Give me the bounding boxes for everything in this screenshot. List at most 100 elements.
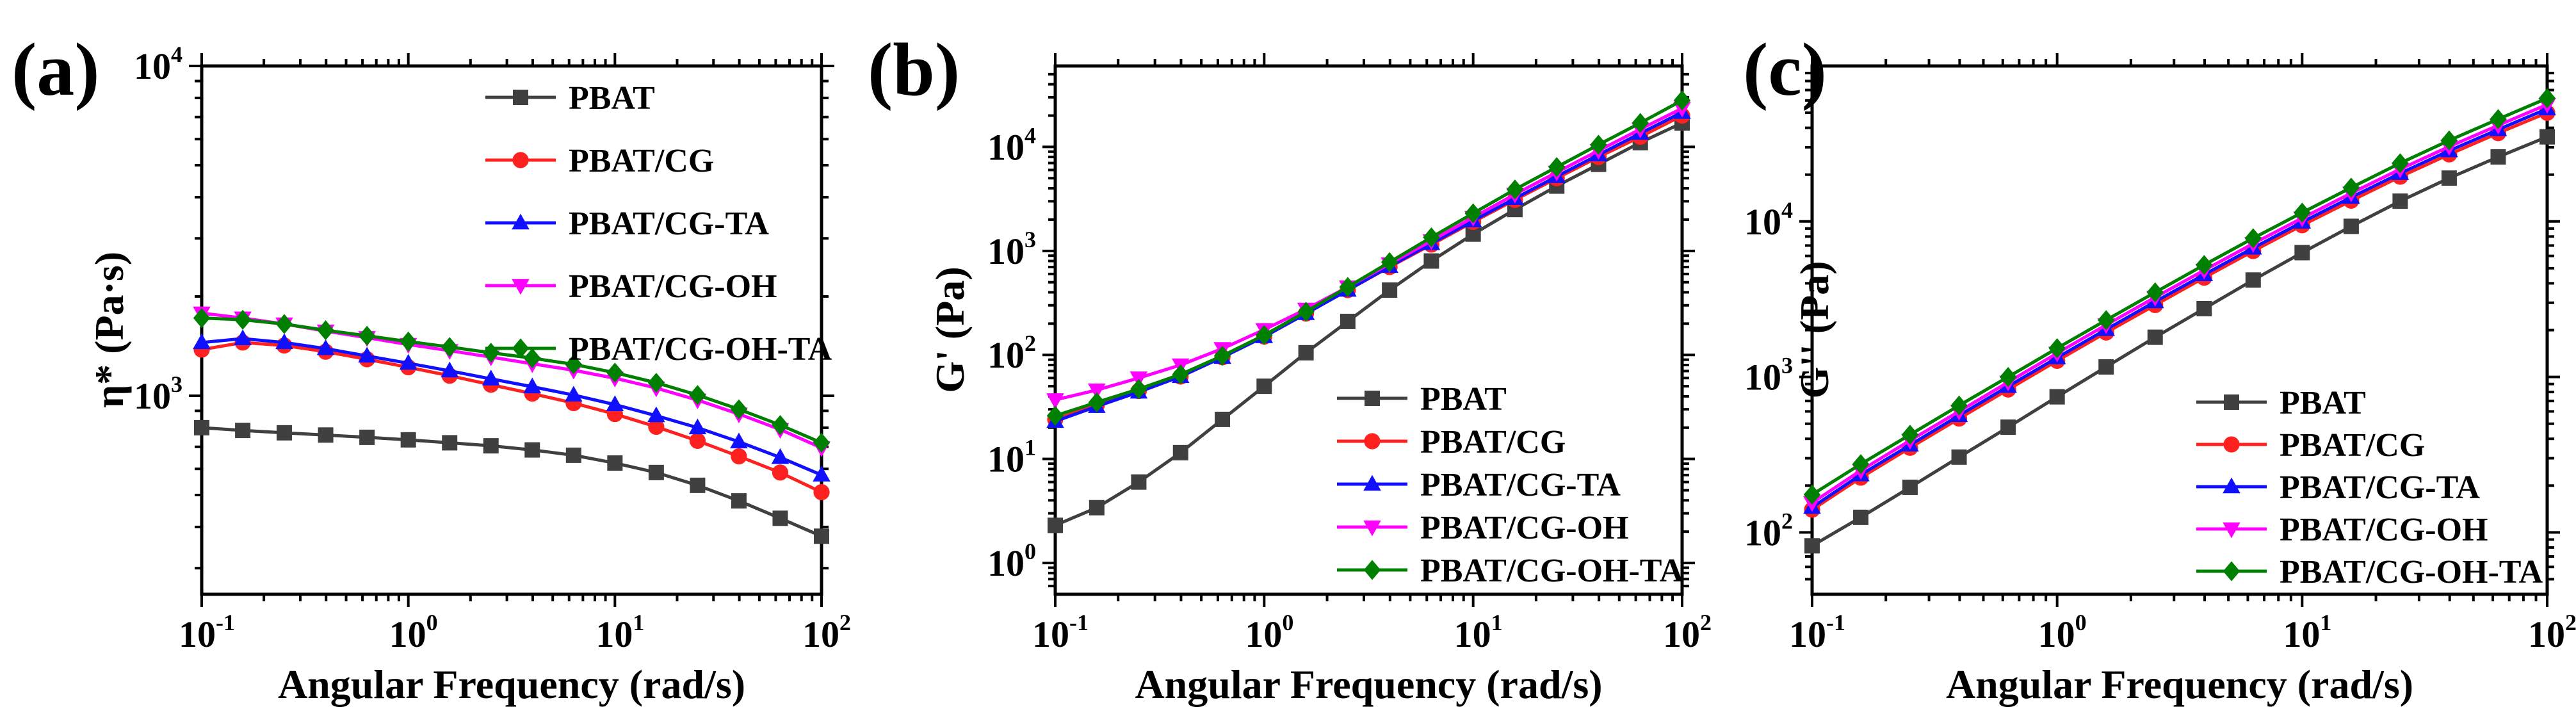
data-point <box>399 353 417 370</box>
legend-marker <box>2223 522 2240 539</box>
data-point <box>1804 538 1820 554</box>
data-point <box>523 377 542 394</box>
series-line <box>1811 102 2548 505</box>
legend-marker <box>512 213 530 230</box>
legend-label: PBAT/CG-OH <box>2280 512 2488 548</box>
data-point <box>1632 113 1649 133</box>
legend-label: PBAT <box>2280 385 2366 421</box>
data-point <box>771 448 790 464</box>
data-point <box>565 354 583 375</box>
legend-label: PBAT <box>569 80 655 117</box>
data-point <box>1213 346 1231 366</box>
series-pbat-cg-oh-ta <box>193 308 830 453</box>
x-tick-label: 101 <box>595 610 644 655</box>
data-point <box>2245 272 2261 288</box>
data-point <box>275 314 293 334</box>
x-tick-label: 100 <box>2038 610 2087 655</box>
data-point <box>275 333 293 350</box>
data-point <box>442 435 458 451</box>
series-line <box>1811 135 2548 548</box>
series-line <box>201 337 822 477</box>
series-pbat <box>1804 129 2555 554</box>
data-point <box>1901 425 1919 445</box>
x-tick-label: 100 <box>389 610 438 655</box>
x-axis-title: Angular Frequency (rad/s) <box>1946 662 2413 707</box>
legend-marker <box>1365 391 1380 406</box>
data-point <box>1172 364 1189 385</box>
data-point <box>690 477 706 493</box>
series-line <box>201 426 822 538</box>
chart-panel-a: (a) 10-1 100 101 102 103 104 Angular Frequency … <box>12 28 851 707</box>
data-point <box>2000 419 2016 435</box>
data-point <box>1215 411 1231 427</box>
x-axis-title: Angular Frequency (rad/s) <box>278 662 745 707</box>
data-point <box>1088 392 1106 412</box>
data-point <box>2343 218 2359 234</box>
data-point <box>2244 228 2262 248</box>
data-point <box>2490 109 2507 129</box>
data-point <box>565 386 583 402</box>
y-tick-label: 102 <box>1744 508 1793 553</box>
data-point <box>359 429 375 445</box>
plot-frame <box>1053 64 1684 596</box>
data-point <box>1951 449 1967 465</box>
y-tick-label: 104 <box>1744 197 1793 243</box>
data-point <box>2196 300 2212 316</box>
x-tick-label: 102 <box>1663 610 1712 655</box>
data-point <box>316 339 335 355</box>
y-axis-title: η* (Pa·s) <box>86 252 132 408</box>
data-point <box>1382 282 1398 298</box>
data-point <box>1506 179 1524 200</box>
data-point <box>1089 500 1105 516</box>
data-point <box>647 406 665 423</box>
y-tick-label: 104 <box>134 42 182 87</box>
x-tick-label: 10-1 <box>179 610 235 655</box>
x-tick-label: 100 <box>1245 610 1293 655</box>
data-point <box>194 419 209 435</box>
series-line <box>201 341 823 494</box>
data-point <box>2294 245 2310 261</box>
data-point <box>1423 253 1439 269</box>
data-point <box>318 427 334 443</box>
data-point <box>317 320 334 341</box>
legend-marker <box>1363 560 1381 580</box>
data-point <box>2342 177 2360 198</box>
x-axis-title: Angular Frequency (rad/s) <box>1135 662 1602 707</box>
data-point <box>1902 479 1918 495</box>
data-point <box>1297 302 1315 322</box>
y-tick-label: 103 <box>134 371 182 417</box>
data-point <box>1339 277 1357 297</box>
x-tick-label: 10-1 <box>1032 610 1089 655</box>
x-tick-label: 101 <box>2283 610 2331 655</box>
data-point <box>1464 203 1482 223</box>
data-point <box>688 418 707 435</box>
data-point <box>648 464 664 480</box>
data-point <box>813 483 830 501</box>
data-point <box>234 309 252 330</box>
data-point <box>276 425 292 441</box>
x-tick-label: 10-1 <box>1789 610 1845 655</box>
data-point <box>772 415 789 435</box>
data-point <box>1046 393 1064 409</box>
data-point <box>1131 474 1147 490</box>
x-tick-label: 102 <box>802 610 851 655</box>
data-point <box>2098 359 2114 375</box>
data-point <box>2146 282 2164 303</box>
data-point <box>2048 338 2066 359</box>
data-point <box>1340 313 1356 329</box>
legend-marker <box>1363 520 1381 537</box>
data-point <box>2147 329 2163 345</box>
data-point <box>2440 130 2458 150</box>
data-point <box>730 399 748 419</box>
data-point <box>1999 366 2017 387</box>
y-tick-label: 104 <box>987 122 1036 168</box>
chart-panel-c: (c) 10-1 100 101 102 102 103 104 Angular Frequen… <box>1743 28 2576 707</box>
panel-label: (a) <box>12 28 100 111</box>
data-point <box>235 423 251 439</box>
data-point <box>441 337 458 357</box>
legend-marker <box>512 338 530 359</box>
data-point <box>647 373 665 393</box>
legend-marker <box>512 279 530 295</box>
y-tick-label: 100 <box>987 539 1036 584</box>
